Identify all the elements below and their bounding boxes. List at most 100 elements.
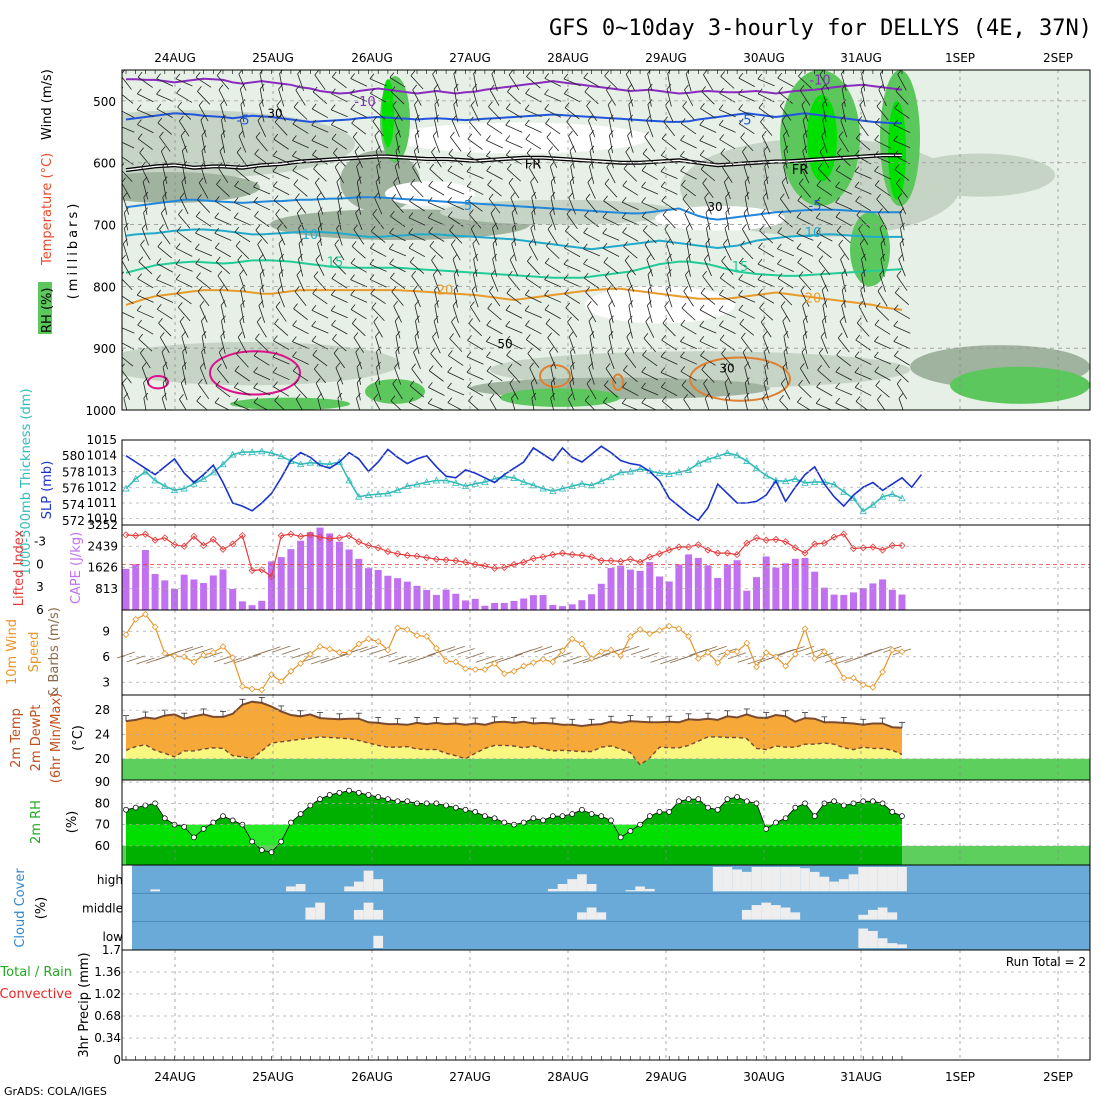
- wind-barb-flag: [874, 134, 879, 141]
- wind-barb-flag: [373, 316, 379, 323]
- thickness-point: [684, 466, 693, 473]
- wind-barb-flag: [395, 145, 401, 152]
- wind-barb-flag: [644, 239, 650, 245]
- cape-bar: [316, 527, 324, 610]
- wind-barb-flag: [680, 165, 685, 172]
- date-label-bottom: 26AUG: [351, 1070, 393, 1084]
- wind-barb-flag: [468, 395, 473, 402]
- rh2m-point: [346, 787, 352, 794]
- wind-barb: [488, 198, 501, 214]
- wind-barb: [122, 260, 131, 276]
- surface-wind-barb: [533, 645, 553, 653]
- wind-barb: [549, 212, 557, 231]
- wind-barb: [738, 309, 755, 319]
- wind-speed-point: [403, 626, 411, 633]
- wind-barb-flag: [214, 228, 220, 234]
- wind-barb: [471, 290, 479, 308]
- wind-barb: [395, 351, 400, 370]
- cloud-cover-bar: [373, 935, 384, 948]
- wind-barb-flag: [197, 86, 202, 92]
- wind-barb: [896, 183, 908, 198]
- wind-barb-flag: [798, 71, 803, 77]
- lifted-index-point: [626, 555, 634, 563]
- wind-barb-flag: [311, 135, 317, 141]
- wind-barb: [739, 262, 755, 274]
- wind-barb: [376, 166, 381, 185]
- wind-barb: [680, 356, 697, 365]
- wind-barb-flag: [703, 378, 708, 384]
- wind-barb-flag: [432, 331, 437, 338]
- cloud-cover-bar: [547, 888, 558, 892]
- wind-barb: [837, 153, 851, 167]
- thickness-point: [481, 478, 489, 485]
- wind-barb: [550, 367, 556, 385]
- wind-barb: [835, 402, 852, 410]
- wind-barb-flag: [759, 302, 764, 309]
- wind-barb: [415, 320, 419, 339]
- wind-barb: [351, 323, 366, 337]
- wind-barb: [466, 186, 484, 195]
- wind-barb: [685, 73, 692, 92]
- wind-barb-flag: [182, 361, 187, 368]
- wind-barb: [840, 73, 847, 92]
- temp-axis-label: (°C): [71, 725, 86, 751]
- rh2m-point: [549, 813, 556, 819]
- wind-barb: [373, 321, 383, 338]
- precip-tick: 0.68: [94, 1009, 121, 1023]
- surface-wind-barb: [466, 652, 485, 659]
- wind-barb-flag: [374, 130, 380, 137]
- wind-barb-flag: [718, 119, 724, 126]
- wind-barb-flag: [277, 223, 282, 229]
- lifted-index-point: [190, 532, 198, 540]
- wind-barb: [314, 74, 326, 90]
- wind-barb-flag: [835, 197, 840, 203]
- wind-barb-flag: [565, 225, 570, 232]
- wind-barb-flag: [354, 146, 360, 152]
- thickness-point: [704, 455, 712, 463]
- wind-barb: [764, 367, 769, 385]
- wind-barb: [392, 105, 403, 122]
- rh2m-tick: 90: [95, 775, 110, 789]
- wind-barb: [239, 119, 245, 138]
- wind-barb: [628, 305, 633, 324]
- wind-barb: [546, 137, 560, 152]
- wind-barb: [900, 227, 904, 246]
- wind-barb: [744, 181, 749, 200]
- cape-bar: [500, 602, 508, 610]
- wind-barb: [143, 397, 147, 410]
- isotherm-label: 20: [805, 291, 822, 306]
- wind-barb-flag: [641, 366, 647, 373]
- wind-barb: [447, 371, 465, 381]
- wind-barb: [544, 262, 561, 273]
- wind-barb-flag: [505, 103, 511, 109]
- wind-barb: [428, 185, 445, 196]
- wind-barb: [292, 140, 309, 149]
- wind-barb-flag: [855, 334, 861, 341]
- wind-barb: [161, 351, 168, 370]
- wind-barb: [742, 151, 752, 168]
- wind-barb: [549, 352, 557, 370]
- thickness-tick: 576: [62, 482, 85, 496]
- wind-barb: [641, 170, 658, 180]
- wind-barb: [841, 289, 846, 308]
- rh-moist-region: [850, 212, 890, 287]
- lifted-index-point: [655, 550, 664, 558]
- wind-barb-flag: [389, 227, 394, 234]
- surface-wind-barb: [398, 657, 417, 665]
- wind-barb-flag: [233, 212, 239, 218]
- wind-barb-flag: [196, 395, 202, 402]
- wind-barb: [507, 369, 521, 383]
- wind-barb: [277, 228, 286, 246]
- wind-barb: [777, 263, 794, 272]
- wind-barb-flag: [257, 115, 263, 121]
- wind-barb-flag: [608, 114, 614, 121]
- wind-barb: [371, 307, 385, 322]
- cape-bar: [403, 581, 411, 610]
- wind-speed-point: [762, 649, 770, 656]
- thickness-line: [125, 450, 903, 513]
- surface-wind-barb: [679, 653, 698, 660]
- wind-barb-flag: [530, 377, 536, 383]
- wind-barb-flag: [702, 178, 708, 184]
- wind-barb: [854, 186, 872, 195]
- wind-barb: [525, 294, 542, 303]
